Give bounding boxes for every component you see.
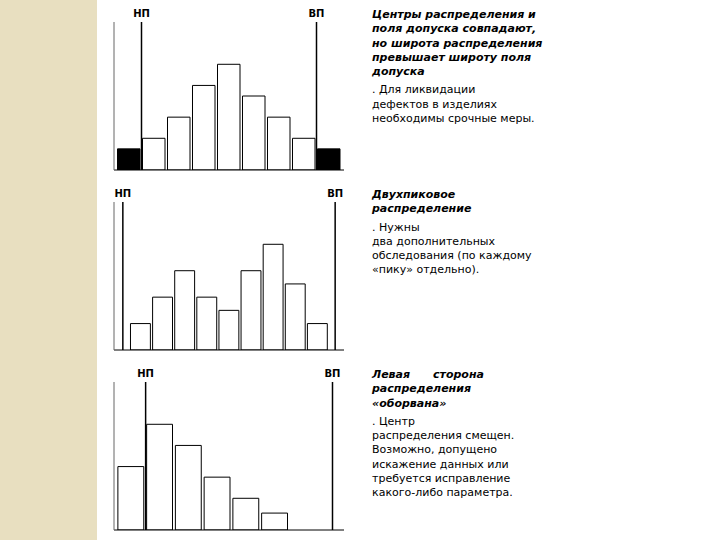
svg-text:ВП: ВП bbox=[325, 368, 341, 379]
svg-text:НП: НП bbox=[133, 8, 150, 19]
html-text:. Для ликвидации дефектов в из: . Для ликвидации дефектов в изделиях нео… bbox=[372, 83, 535, 126]
html-text:Двухпиковое распределение: Двухпиковое распределение bbox=[372, 188, 472, 216]
html-text:. Нужны два дополнительных обс: . Нужны два дополнительных обследования … bbox=[372, 220, 532, 277]
html-text:. Центр распределения смещен.: . Центр распределения смещен. Возможно, … bbox=[372, 414, 515, 500]
svg-text:НП: НП bbox=[114, 188, 131, 199]
svg-text:НП: НП bbox=[137, 368, 154, 379]
html-text:Левая сторона распределения «о: Левая сторона распределения «оборвана» bbox=[372, 368, 484, 410]
svg-text:ВП: ВП bbox=[327, 188, 343, 199]
html-text:Центры распределения и поля до: Центры распределения и поля допуска совп… bbox=[372, 8, 543, 79]
svg-text:ВП: ВП bbox=[309, 8, 325, 19]
